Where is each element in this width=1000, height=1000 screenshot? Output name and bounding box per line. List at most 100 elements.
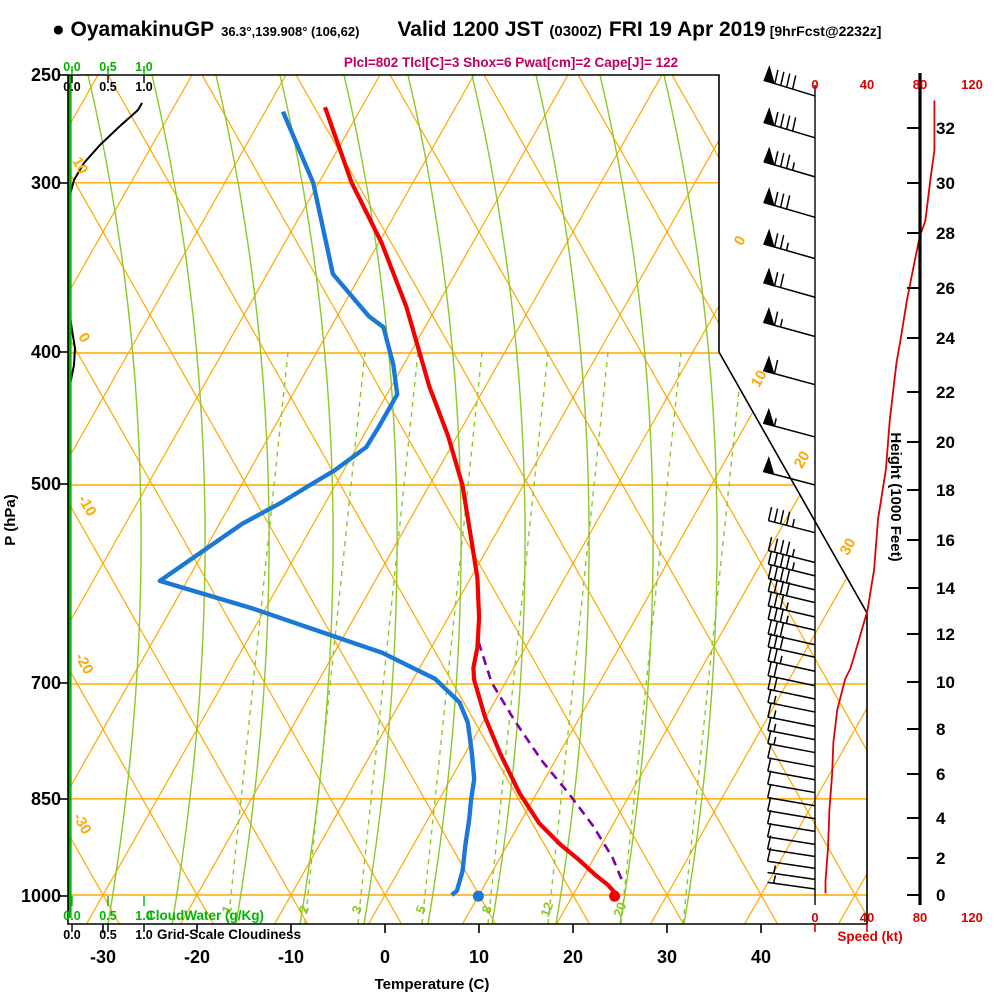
- barb-staff: [768, 549, 816, 564]
- barb-full: [767, 729, 772, 744]
- cloudwater-scale-label-top: 1.0: [135, 60, 152, 74]
- dry-adiabat-line: [295, 75, 778, 924]
- barb-half: [791, 548, 796, 557]
- height-tick-label: 8: [936, 720, 945, 739]
- height-tick-label: 2: [936, 849, 945, 868]
- cloudiness-scale-label-top: 0.0: [63, 80, 80, 94]
- isotherm-line: [68, 75, 193, 924]
- barb-full: [779, 539, 785, 554]
- barb-half: [785, 615, 789, 624]
- barb-full: [766, 783, 772, 798]
- moist-adiabat-line: [215, 75, 270, 924]
- barb-staff: [767, 810, 816, 820]
- barb-full: [785, 569, 791, 584]
- mixing-ratio-line: [487, 351, 549, 924]
- dry-adiabat-line: [765, 75, 867, 924]
- barb-full: [773, 311, 779, 326]
- height-tick-label: 6: [936, 765, 945, 784]
- isotherm-line: [68, 75, 381, 924]
- barb-full: [779, 273, 785, 288]
- barb-full: [785, 115, 791, 130]
- isotherm-line: [274, 75, 757, 924]
- dry-adiabat-value-label: 0: [74, 330, 93, 346]
- isotherm-value-label: 20: [791, 448, 814, 471]
- barb-full: [773, 593, 779, 608]
- barb-half: [772, 875, 777, 884]
- surface-dewpoint-dot: [472, 890, 484, 902]
- pressure-axis-caption: P (hPa): [2, 494, 19, 545]
- sounding-curves: [157, 106, 626, 902]
- barb-full: [767, 577, 773, 592]
- mixing-ratio-line: [421, 351, 483, 924]
- height-axis-caption: Height (1000 Feet): [887, 432, 904, 561]
- barb-half: [773, 695, 777, 704]
- isotherm-line: [368, 75, 851, 924]
- surface-temperature-dot: [609, 890, 621, 902]
- barb-full: [767, 744, 772, 759]
- barb-staff: [767, 701, 816, 713]
- barb-full: [774, 111, 779, 126]
- mixing-ratio-value-label: 8: [478, 903, 495, 915]
- cloudiness-scale-label-bottom: 0.0: [63, 928, 80, 942]
- temperature-axis-caption: Temperature (C): [375, 976, 490, 993]
- barb-staff: [768, 519, 816, 534]
- barb-full: [766, 823, 772, 838]
- cloudiness-scale-label-bottom: 1.0: [135, 928, 152, 942]
- barb-full: [779, 553, 785, 568]
- speed-tick-label-bottom: 80: [913, 910, 927, 925]
- mixing-ratio-line: [357, 351, 419, 924]
- barb-staff: [767, 871, 816, 881]
- temperature-tick-label: 20: [563, 947, 583, 967]
- isotherm-line: [68, 75, 287, 924]
- height-tick-label: 20: [936, 433, 955, 452]
- barb-staff: [767, 674, 816, 687]
- barb-full: [779, 595, 785, 609]
- barb-full: [779, 580, 785, 595]
- barb-staff: [767, 716, 816, 728]
- mixing-ratio-value-label: 1: [218, 903, 235, 915]
- barb-pennant: [762, 306, 775, 327]
- barb-full: [773, 663, 778, 678]
- height-tick-label: 14: [936, 579, 955, 598]
- forecast-tag: [9hrFcst@2232z]: [769, 23, 882, 39]
- barb-full: [791, 75, 797, 90]
- stability-indices: Plcl=802 Tlcl[C]=3 Shox=6 Pwat[cm]=2 Cap…: [343, 55, 679, 70]
- barb-full: [773, 606, 779, 621]
- barb-staff: [767, 646, 816, 658]
- barb-staff: [768, 590, 816, 604]
- speed-tick-label-top: 0: [811, 77, 818, 92]
- barb-staff: [768, 577, 816, 591]
- mixing-ratio-value-label: 3: [348, 903, 365, 915]
- barb-full: [766, 796, 772, 811]
- speed-tick-label-bottom: 40: [860, 910, 874, 925]
- barb-full: [779, 193, 785, 208]
- barb-full: [785, 154, 791, 169]
- temperature-curve: [323, 106, 617, 895]
- mixing-ratio-value-label: 12: [537, 900, 556, 919]
- station-coordinates: 36.3°,139.908° (106,62): [221, 24, 360, 39]
- pressure-tick-label: 250: [31, 65, 61, 85]
- barb-full: [779, 567, 785, 582]
- valid-date: FRI 19 Apr 2019: [608, 18, 766, 41]
- barb-staff: [767, 660, 816, 672]
- barb-full: [773, 508, 779, 523]
- barb-full: [773, 676, 778, 691]
- moist-adiabat-line: [151, 75, 206, 924]
- barb-staff: [768, 618, 816, 631]
- barb-pennant: [762, 407, 775, 427]
- barb-full: [773, 191, 779, 206]
- barb-full: [773, 359, 779, 374]
- barb-full: [773, 272, 779, 286]
- barb-full: [767, 506, 773, 521]
- barb-half: [785, 602, 789, 611]
- barb-full: [767, 716, 772, 731]
- barb-half: [779, 318, 783, 328]
- speed-tick-label-top: 120: [961, 77, 983, 92]
- barb-pennant: [762, 355, 775, 375]
- dry-adiabat-value-label: -30: [69, 810, 95, 837]
- barb-full: [767, 633, 772, 648]
- chart-title: ● OyamakinuGP 36.3°,139.908° (106,62) Va…: [52, 18, 881, 42]
- barb-staff: [767, 783, 816, 794]
- speed-tick-label-bottom: 120: [961, 910, 983, 925]
- dry-adiabat-line: [107, 75, 590, 924]
